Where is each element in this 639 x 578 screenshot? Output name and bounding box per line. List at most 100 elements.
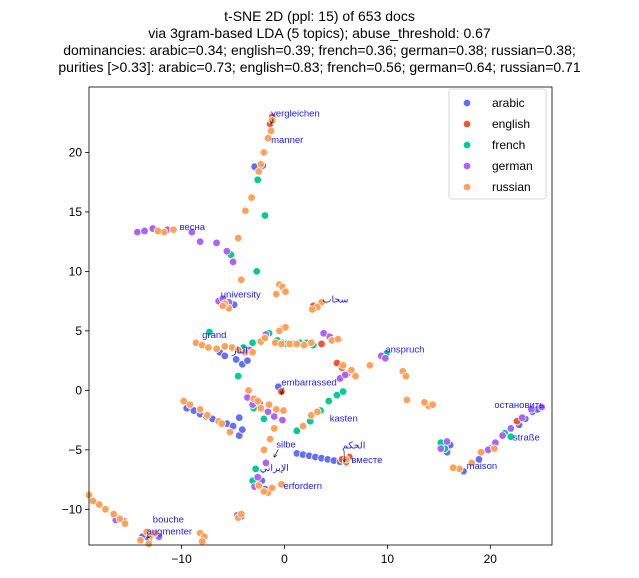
point-russian (254, 167, 263, 176)
point-russian (179, 396, 188, 406)
point-german (187, 227, 197, 237)
point-russian (244, 386, 253, 395)
annotation-label: bouche (153, 514, 184, 525)
point-russian (95, 500, 104, 509)
point-russian (338, 361, 348, 370)
point-russian (248, 348, 257, 357)
annotation-label: silbe (276, 439, 296, 450)
annotation-arrow (148, 536, 149, 538)
point-russian (204, 343, 213, 352)
point-russian (120, 519, 130, 528)
point-russian (308, 305, 317, 314)
point-french (506, 432, 516, 441)
point-russian (342, 455, 351, 464)
legend-label-arabic: arabic (492, 96, 525, 110)
point-russian (476, 448, 486, 457)
point-english (317, 339, 326, 349)
annotation-arrow (274, 449, 279, 457)
point-russian (351, 371, 360, 381)
point-russian (263, 133, 273, 143)
y-tick-label: 15 (69, 205, 83, 219)
point-russian (313, 407, 322, 416)
title-line-3: dominancies: arabic=0.34; english=0.39; … (63, 42, 576, 58)
point-german (442, 437, 452, 446)
point-russian (270, 424, 279, 433)
legend: arabic english french german russian (448, 88, 547, 200)
annotation-label: grand (202, 330, 226, 341)
point-russian (449, 463, 458, 472)
point-russian (402, 395, 412, 405)
plot-frame (88, 86, 553, 546)
legend-marker-arabic (462, 98, 472, 108)
point-german (381, 354, 390, 363)
legend-box (448, 88, 547, 200)
y-tick-label: −5 (68, 443, 82, 457)
legend-marker-english (462, 119, 472, 129)
point-german (436, 444, 446, 453)
annotation-arrow (281, 387, 283, 394)
point-russian (281, 287, 290, 296)
point-russian (212, 344, 221, 353)
point-russian (285, 339, 294, 349)
point-german (195, 237, 205, 246)
title-line-4: purities [>0.33]: arabic=0.73; english=0… (58, 59, 581, 75)
x-tick-label: 20 (484, 552, 498, 566)
annotation-label: erfordern (283, 481, 322, 492)
point-russian (225, 427, 235, 437)
point-arabic (231, 355, 241, 364)
point-russian (277, 480, 286, 489)
point-russian (136, 536, 145, 545)
point-french (233, 371, 243, 381)
point-annotations: vergleichen manner весна university سحاب gran… (147, 109, 544, 538)
point-russian (259, 148, 269, 157)
point-german (261, 458, 271, 468)
point-german (133, 227, 142, 237)
point-russian (109, 509, 118, 519)
annotation-label: kasten (330, 413, 358, 424)
point-russian (237, 275, 246, 284)
point-russian (277, 339, 286, 349)
point-german (537, 402, 546, 412)
point-russian (217, 419, 226, 428)
point-russian (307, 411, 316, 420)
point-russian (307, 338, 316, 347)
point-german (212, 238, 221, 248)
legend-label-english: english (492, 117, 530, 131)
point-english (277, 387, 286, 396)
point-russian (275, 326, 284, 336)
point-french (253, 175, 262, 184)
point-russian (267, 483, 277, 493)
point-russian (253, 396, 262, 406)
point-russian (185, 400, 195, 409)
legend-label-french: french (492, 138, 525, 152)
annotation-label: الحكم (342, 441, 365, 452)
legend-marker-russian (462, 182, 472, 192)
point-german (340, 370, 350, 380)
point-russian (259, 445, 269, 455)
legend-marker-german (462, 161, 472, 171)
point-russian (237, 509, 246, 519)
annotation-label: весна (180, 222, 206, 233)
point-french (251, 464, 260, 474)
point-german (527, 405, 536, 414)
point-russian (272, 289, 281, 299)
point-russian (203, 411, 212, 420)
y-tick-label: 0 (75, 383, 82, 397)
annotation-label: straße (513, 432, 540, 443)
point-german (498, 431, 507, 440)
point-russian (247, 193, 256, 202)
point-french (332, 390, 342, 400)
point-russian (272, 405, 281, 414)
legend-marker-french (462, 140, 472, 150)
x-tick-label: 10 (381, 552, 395, 566)
point-russian (241, 206, 250, 215)
point-russian (101, 505, 110, 514)
point-german (517, 413, 527, 422)
point-french (338, 387, 348, 396)
annotation-label: maison (467, 461, 498, 472)
axis-ticks: −10 0 10 20 −10 −5 0 5 10 15 20 (62, 145, 498, 566)
annotation-label: university (221, 290, 261, 301)
point-russian (347, 365, 356, 375)
x-tick-label: −10 (171, 552, 192, 566)
annotation-label: manner (271, 135, 303, 146)
